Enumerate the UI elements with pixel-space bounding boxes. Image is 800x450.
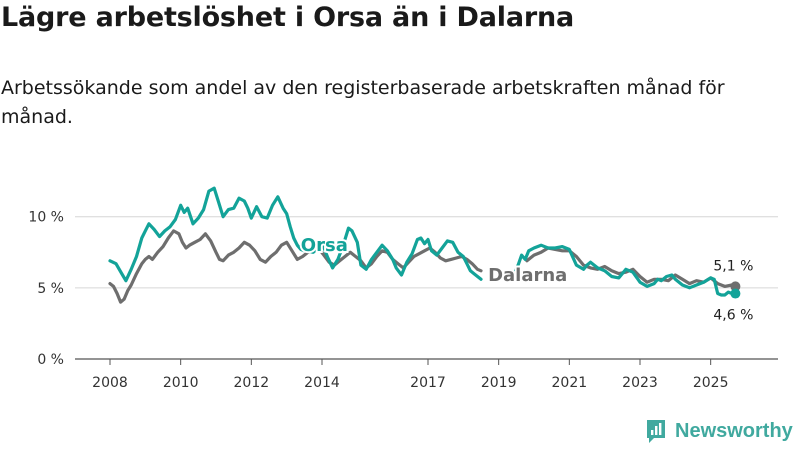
chart-subtitle: Arbetssökande som andel av den registerb…	[1, 77, 725, 128]
series-line-dalarna	[108, 229, 483, 304]
series-line-orsa	[509, 243, 737, 297]
x-tick-label: 2017	[410, 375, 446, 391]
series-line-orsa	[108, 186, 483, 283]
x-tick-label: 2025	[693, 375, 729, 391]
x-tick-label: 2008	[92, 375, 128, 391]
y-tick-label: 5 %	[37, 281, 64, 297]
brand-name: Newsworthy	[675, 419, 793, 442]
x-tick-label: 2014	[304, 375, 340, 391]
series-label-orsa: Orsa	[301, 235, 348, 256]
y-tick-label: 0 %	[37, 352, 64, 368]
x-tick-label: 2021	[552, 375, 588, 391]
axis-layer: 0 % 5 % 10 % 2008 2010 2012 2014 2017 2019 2021 20…	[28, 210, 728, 391]
end-value-label-orsa: 4,6 %	[713, 308, 753, 324]
newsworthy-logo-icon	[647, 420, 665, 443]
label-layer: Orsa Dalarna 5,1 % 4,6 %	[299, 233, 755, 325]
end-point-dalarna	[730, 281, 741, 292]
end-point-orsa	[730, 288, 741, 299]
x-tick-label: 2012	[234, 375, 270, 391]
x-tick-label: 2010	[163, 375, 199, 391]
series-layer	[108, 186, 741, 304]
series-label-dalarna: Dalarna	[488, 265, 567, 286]
brand-logo[interactable]: Newsworthy	[645, 418, 793, 444]
x-tick-label: 2023	[622, 375, 658, 391]
chart-title: Lägre arbetslöshet i Orsa än i Dalarna	[1, 2, 575, 33]
y-tick-label: 10 %	[28, 210, 64, 226]
x-tick-label: 2019	[481, 375, 517, 391]
end-value-label-dalarna: 5,1 %	[713, 258, 753, 274]
